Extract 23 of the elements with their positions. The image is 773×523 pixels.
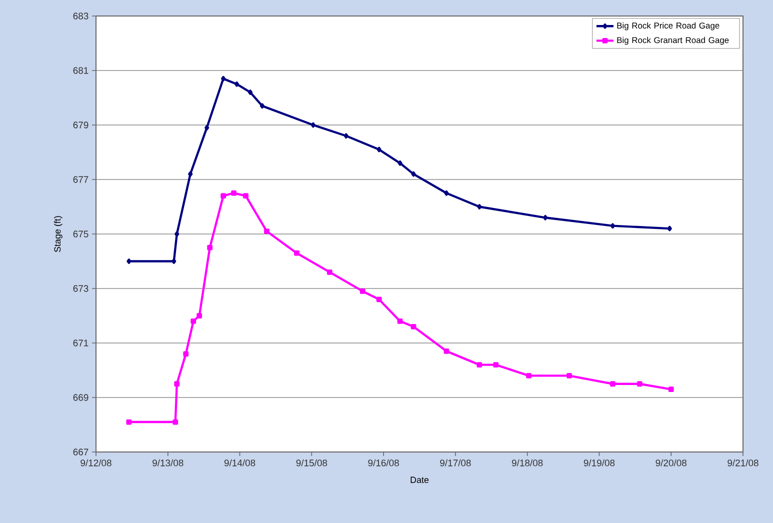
x-tick-label: 9/19/08 [584,459,615,466]
x-tick-label: 9/13/08 [152,459,184,466]
y-tick-label: 673 [73,285,88,292]
y-tick-label: 667 [73,448,88,456]
y-tick-label: 677 [73,176,88,183]
legend-label: Big Rock Price Road Gage [617,22,720,30]
x-tick-label: 9/12/08 [80,459,112,466]
legend-label: Big Rock Granart Road Gage [617,36,729,45]
x-tick-label: 9/20/08 [656,459,686,466]
x-tick-label: 9/21/08 [728,459,758,466]
x-tick-label: 9/17/08 [440,459,471,466]
y-tick-label: 671 [73,340,88,346]
x-axis-title: Date [410,476,429,484]
y-tick-label: 683 [73,12,88,20]
y-tick-label: 669 [73,394,88,401]
x-tick-label: 9/18/08 [512,459,543,466]
y-tick-label: 681 [73,67,88,74]
x-tick-label: 9/15/08 [296,459,328,466]
x-tick-label: 9/14/08 [224,459,256,466]
y-tick-label: 679 [73,122,88,128]
x-tick-label: 9/16/08 [368,459,399,466]
y-tick-label: 675 [73,230,88,238]
y-axis-title: Stage (ft) [54,216,62,252]
